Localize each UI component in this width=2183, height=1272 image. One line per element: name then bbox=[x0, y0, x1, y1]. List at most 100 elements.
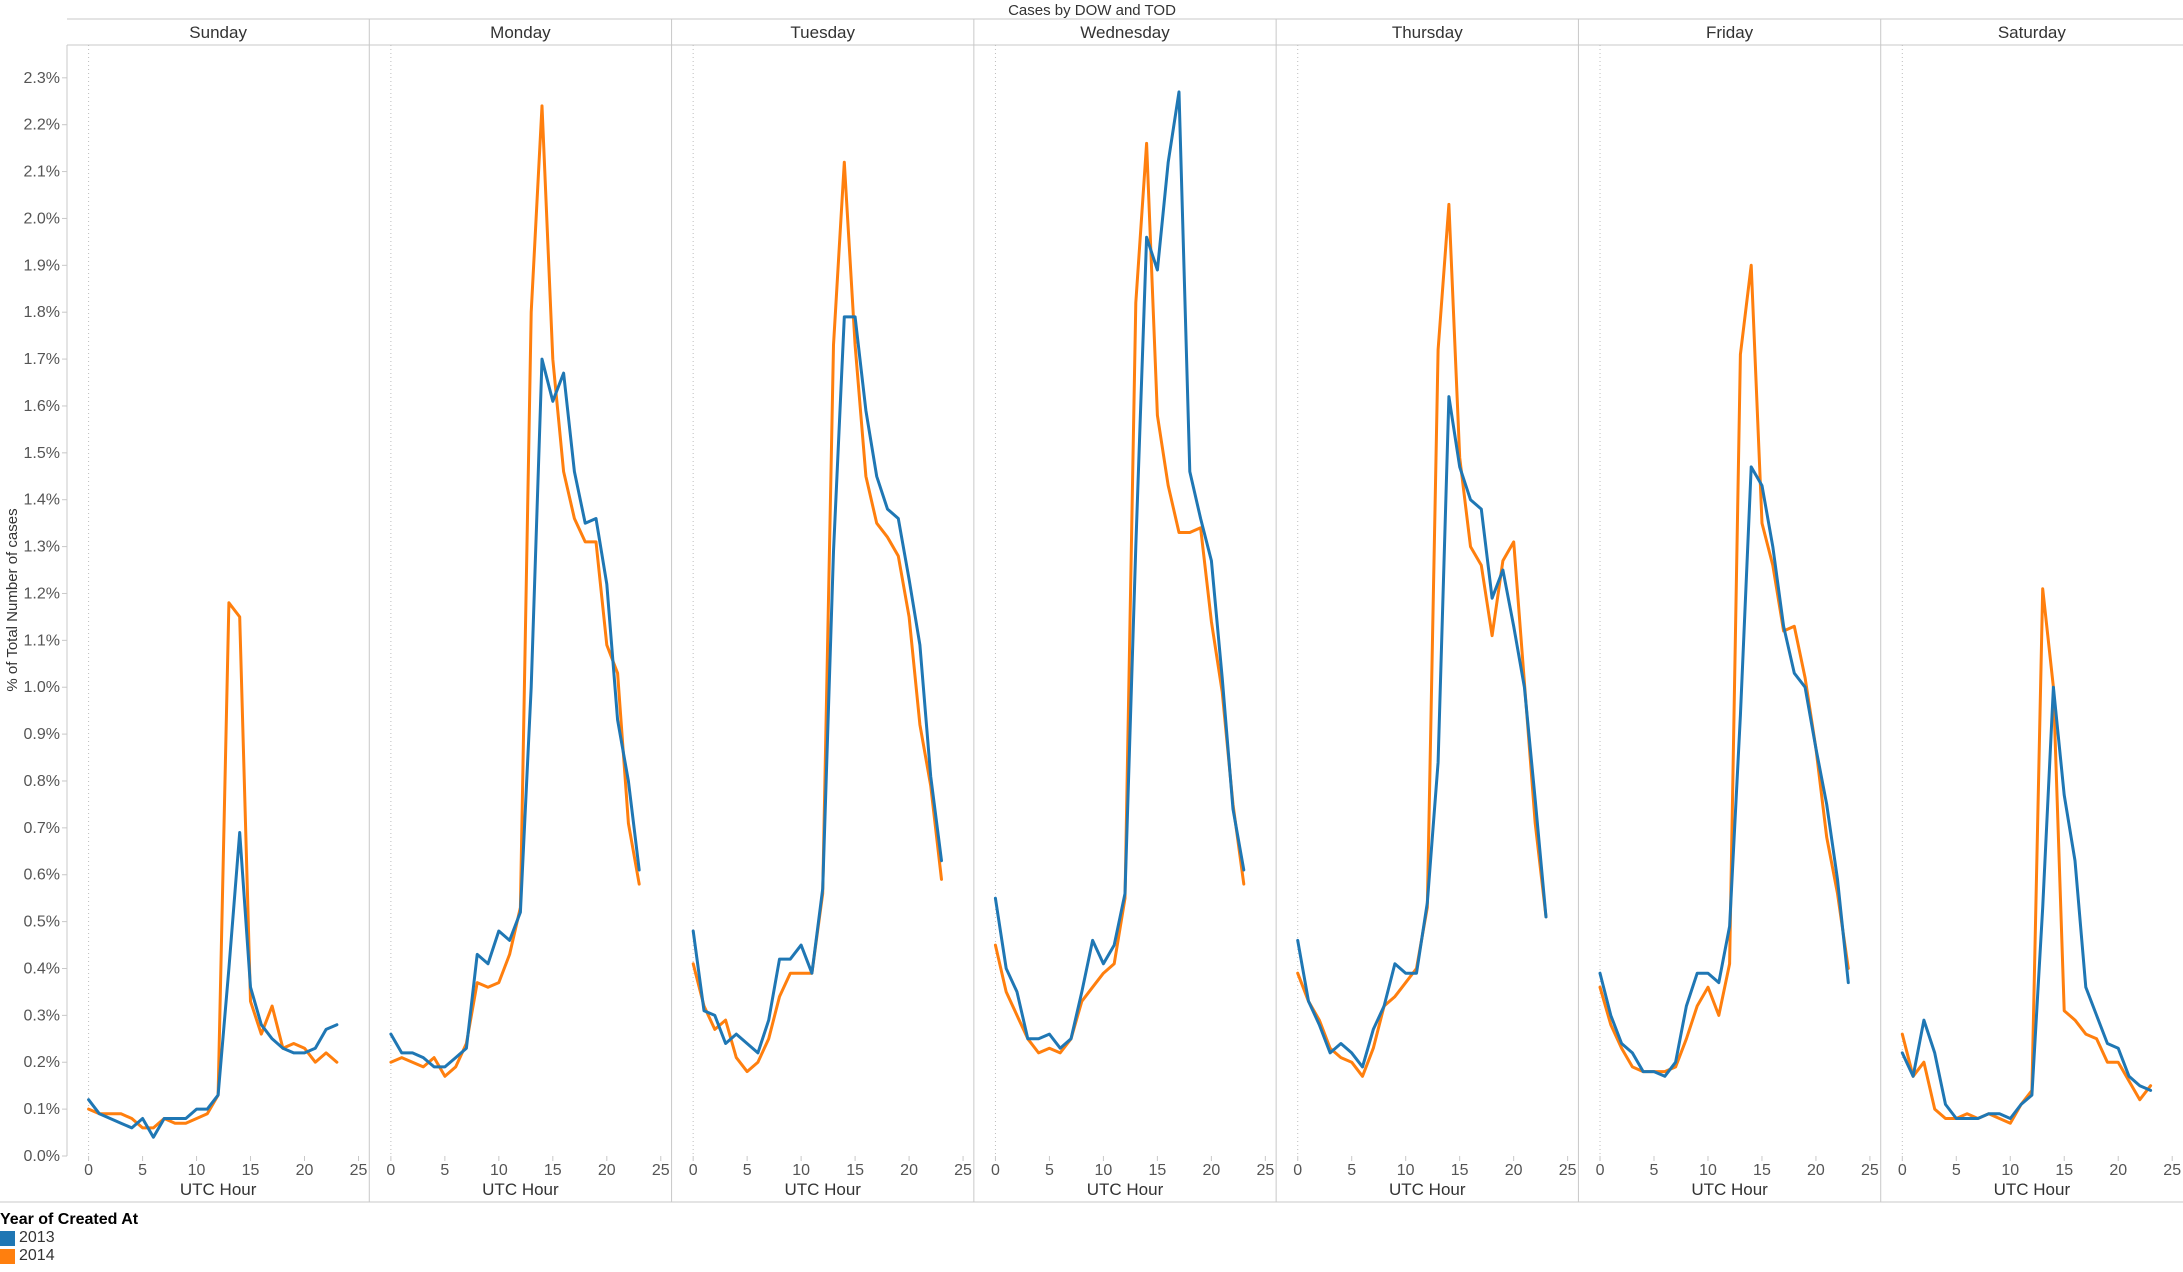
panel-header-monday: Monday bbox=[490, 23, 551, 42]
x-tick-label: 0 bbox=[689, 1162, 698, 1179]
x-tick-label: 15 bbox=[2055, 1162, 2073, 1179]
x-tick-label: 0 bbox=[386, 1162, 395, 1179]
x-tick-label: 10 bbox=[2001, 1162, 2019, 1179]
x-tick-label: 0 bbox=[1898, 1162, 1907, 1179]
y-tick-label: 0.3% bbox=[24, 1007, 60, 1024]
y-tick-label: 1.2% bbox=[24, 585, 60, 602]
x-tick-label: 20 bbox=[1505, 1162, 1523, 1179]
x-tick-label: 5 bbox=[1650, 1162, 1659, 1179]
panel-saturday: Saturday 0 5 10 15 20 25 UTC Hour bbox=[1898, 23, 2181, 1199]
x-tick-label: 15 bbox=[846, 1162, 864, 1179]
x-tick-label: 25 bbox=[1861, 1162, 1879, 1179]
series-line-2013-friday[interactable] bbox=[1598, 465, 1850, 1078]
x-tick-label: 15 bbox=[544, 1162, 562, 1179]
x-tick-label: 10 bbox=[490, 1162, 508, 1179]
x-tick-label: 15 bbox=[1148, 1162, 1166, 1179]
legend-title: Year of Created At bbox=[0, 1211, 139, 1228]
series-line-2014-monday[interactable] bbox=[389, 104, 641, 1078]
x-tick-label: 5 bbox=[440, 1162, 449, 1179]
panel-thursday: Thursday 0 5 10 15 20 25 UTC Hour bbox=[1293, 19, 1579, 1202]
x-tick-label: 5 bbox=[1045, 1162, 1054, 1179]
panel-header-sunday: Sunday bbox=[189, 23, 247, 42]
legend-label-2014: 2014 bbox=[19, 1247, 55, 1264]
legend-label-2013: 2013 bbox=[19, 1229, 55, 1246]
y-tick-label: 1.4% bbox=[24, 492, 60, 509]
y-tick-label: 1.0% bbox=[24, 679, 60, 696]
x-tick-label: 25 bbox=[1559, 1162, 1577, 1179]
x-tick-label: 10 bbox=[1095, 1162, 1113, 1179]
legend: Year of Created At 2013 2014 bbox=[0, 1211, 138, 1265]
series-line-2014-wednesday[interactable] bbox=[993, 141, 1246, 1055]
legend-item-2013[interactable]: 2013 bbox=[0, 1229, 138, 1247]
x-tick-label: 25 bbox=[350, 1162, 368, 1179]
x-tick-label: 5 bbox=[138, 1162, 147, 1179]
series-line-2013-sunday[interactable] bbox=[87, 831, 339, 1139]
panel-friday: Friday 0 5 10 15 20 25 UTC Hour bbox=[1596, 19, 1882, 1202]
x-tick-label: 10 bbox=[792, 1162, 810, 1179]
y-tick-label: 0.9% bbox=[24, 726, 60, 743]
x-tick-label: 5 bbox=[743, 1162, 752, 1179]
x-axis-title: UTC Hour bbox=[482, 1180, 559, 1199]
series-line-2013-saturday[interactable] bbox=[1900, 685, 2153, 1120]
legend-swatch-2014 bbox=[0, 1248, 15, 1264]
x-tick-label: 0 bbox=[84, 1162, 93, 1179]
chart-panels: Sunday 0 5 10 15 20 25 UTC Hour Monday 0 5 10 15 20 25… bbox=[0, 18, 2183, 1203]
x-tick-label: 20 bbox=[598, 1162, 616, 1179]
x-tick-label: 0 bbox=[1596, 1162, 1605, 1179]
y-tick-label: 1.6% bbox=[24, 398, 60, 415]
series-line-2014-sunday[interactable] bbox=[87, 601, 339, 1130]
series-line-2013-tuesday[interactable] bbox=[691, 315, 943, 1055]
y-tick-label: 2.3% bbox=[24, 70, 60, 87]
x-tick-label: 0 bbox=[1293, 1162, 1302, 1179]
y-axis: 0.0% 0.1% 0.2% 0.3% 0.4% 0.5% 0.6% 0.7% 0.8% 0.9%… bbox=[24, 45, 68, 1165]
series-line-2013-thursday[interactable] bbox=[1296, 395, 1548, 1069]
x-tick-label: 15 bbox=[1451, 1162, 1469, 1179]
x-tick-label: 20 bbox=[900, 1162, 918, 1179]
x-tick-label: 10 bbox=[1699, 1162, 1717, 1179]
y-tick-label: 2.1% bbox=[24, 164, 60, 181]
x-tick-label: 15 bbox=[1753, 1162, 1771, 1179]
series-line-2014-saturday[interactable] bbox=[1900, 587, 2153, 1125]
y-tick-label: 0.1% bbox=[24, 1101, 60, 1118]
x-tick-label: 25 bbox=[954, 1162, 972, 1179]
x-axis-title: UTC Hour bbox=[1087, 1180, 1164, 1199]
y-tick-label: 1.7% bbox=[24, 351, 60, 368]
y-tick-label: 0.4% bbox=[24, 960, 60, 977]
panel-tuesday: Tuesday 0 5 10 15 20 25 UTC Hour bbox=[689, 19, 975, 1202]
series-line-2013-wednesday[interactable] bbox=[993, 90, 1246, 1050]
x-axis-title: UTC Hour bbox=[1994, 1180, 2071, 1199]
y-tick-label: 0.6% bbox=[24, 867, 60, 884]
panel-sunday: Sunday 0 5 10 15 20 25 UTC Hour bbox=[84, 19, 370, 1202]
y-axis-title: % of Total Number of cases bbox=[4, 508, 21, 691]
y-tick-label: 1.5% bbox=[24, 445, 60, 462]
x-tick-label: 15 bbox=[242, 1162, 260, 1179]
x-tick-label: 5 bbox=[1347, 1162, 1356, 1179]
chart-title: Cases by DOW and TOD bbox=[1008, 2, 1176, 19]
x-tick-label: 25 bbox=[1256, 1162, 1274, 1179]
x-tick-label: 20 bbox=[1202, 1162, 1220, 1179]
x-axis-title: UTC Hour bbox=[1691, 1180, 1768, 1199]
panel-monday: Monday 0 5 10 15 20 25 UTC Hour bbox=[386, 19, 673, 1202]
x-axis-title: UTC Hour bbox=[1389, 1180, 1466, 1199]
x-axis-title: UTC Hour bbox=[784, 1180, 861, 1199]
panel-header-saturday: Saturday bbox=[1998, 23, 2067, 42]
panel-header-thursday: Thursday bbox=[1392, 23, 1463, 42]
x-tick-label: 25 bbox=[652, 1162, 670, 1179]
x-tick-label: 20 bbox=[1807, 1162, 1825, 1179]
x-tick-label: 25 bbox=[2163, 1162, 2181, 1179]
y-tick-label: 0.2% bbox=[24, 1054, 60, 1071]
y-tick-label: 2.2% bbox=[24, 117, 60, 134]
y-tick-label: 2.0% bbox=[24, 210, 60, 227]
y-tick-label: 0.5% bbox=[24, 914, 60, 931]
x-tick-label: 20 bbox=[2109, 1162, 2127, 1179]
legend-item-2014[interactable]: 2014 bbox=[0, 1247, 138, 1265]
y-tick-label: 1.9% bbox=[24, 257, 60, 274]
panel-header-friday: Friday bbox=[1706, 23, 1754, 42]
x-axis-title: UTC Hour bbox=[180, 1180, 257, 1199]
series-line-2013-monday[interactable] bbox=[389, 357, 641, 1069]
y-tick-label: 0.8% bbox=[24, 773, 60, 790]
x-tick-label: 0 bbox=[991, 1162, 1000, 1179]
y-tick-label: 0.7% bbox=[24, 820, 60, 837]
y-tick-label: 0.0% bbox=[24, 1148, 60, 1165]
